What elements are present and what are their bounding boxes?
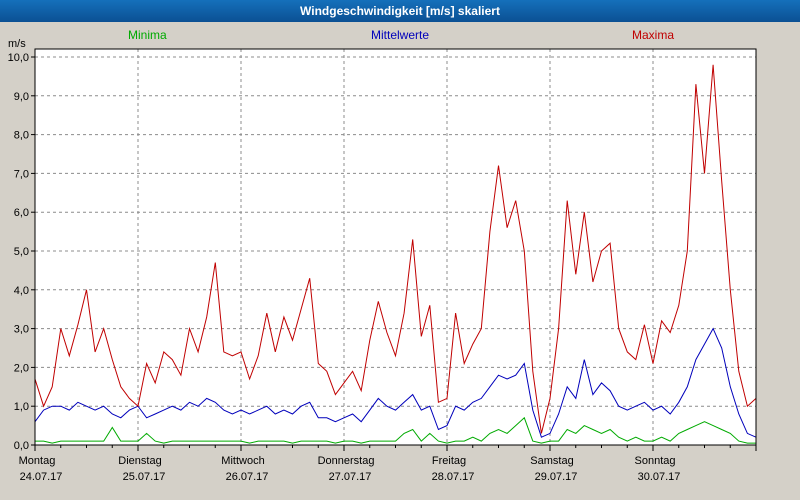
chart-legend: Minima Mittelwerte Maxima <box>0 28 800 42</box>
svg-text:3,0: 3,0 <box>14 324 29 336</box>
svg-text:0,0: 0,0 <box>14 440 29 452</box>
svg-text:Samstag: Samstag <box>530 455 573 467</box>
svg-text:m/s: m/s <box>8 38 26 50</box>
svg-text:Montag: Montag <box>19 455 56 467</box>
svg-text:1,0: 1,0 <box>14 401 29 413</box>
svg-text:Mittwoch: Mittwoch <box>221 455 264 467</box>
svg-text:30.07.17: 30.07.17 <box>638 471 681 483</box>
svg-text:10,0: 10,0 <box>8 52 29 64</box>
legend-minima-label: Minima <box>128 28 167 42</box>
svg-text:7,0: 7,0 <box>14 168 29 180</box>
svg-text:8,0: 8,0 <box>14 130 29 142</box>
svg-text:4,0: 4,0 <box>14 285 29 297</box>
svg-text:Sonntag: Sonntag <box>635 455 676 467</box>
chart-region: 0,0 1,0 2,0 3,0 4,0 5,0 6,0 7,0 8,0 9,0 10,0 m/s Mon… <box>0 22 800 500</box>
svg-text:26.07.17: 26.07.17 <box>226 471 269 483</box>
svg-text:6,0: 6,0 <box>14 207 29 219</box>
svg-text:5,0: 5,0 <box>14 246 29 258</box>
svg-text:Donnerstag: Donnerstag <box>318 455 375 467</box>
legend-maxima-label: Maxima <box>632 28 675 42</box>
window-title-bar: Windgeschwindigkeit [m/s] skaliert <box>0 0 800 22</box>
svg-text:Freitag: Freitag <box>432 455 466 467</box>
wind-speed-chart: 0,0 1,0 2,0 3,0 4,0 5,0 6,0 7,0 8,0 9,0 10,0 m/s Mon… <box>8 38 757 483</box>
svg-text:2,0: 2,0 <box>14 362 29 374</box>
svg-text:9,0: 9,0 <box>14 91 29 103</box>
svg-text:28.07.17: 28.07.17 <box>432 471 475 483</box>
svg-text:24.07.17: 24.07.17 <box>20 471 63 483</box>
svg-text:Dienstag: Dienstag <box>118 455 161 467</box>
legend-mittelwerte-label: Mittelwerte <box>370 28 430 42</box>
svg-text:29.07.17: 29.07.17 <box>535 471 578 483</box>
window-title: Windgeschwindigkeit [m/s] skaliert <box>300 4 500 18</box>
svg-text:25.07.17: 25.07.17 <box>123 471 166 483</box>
svg-text:27.07.17: 27.07.17 <box>329 471 372 483</box>
